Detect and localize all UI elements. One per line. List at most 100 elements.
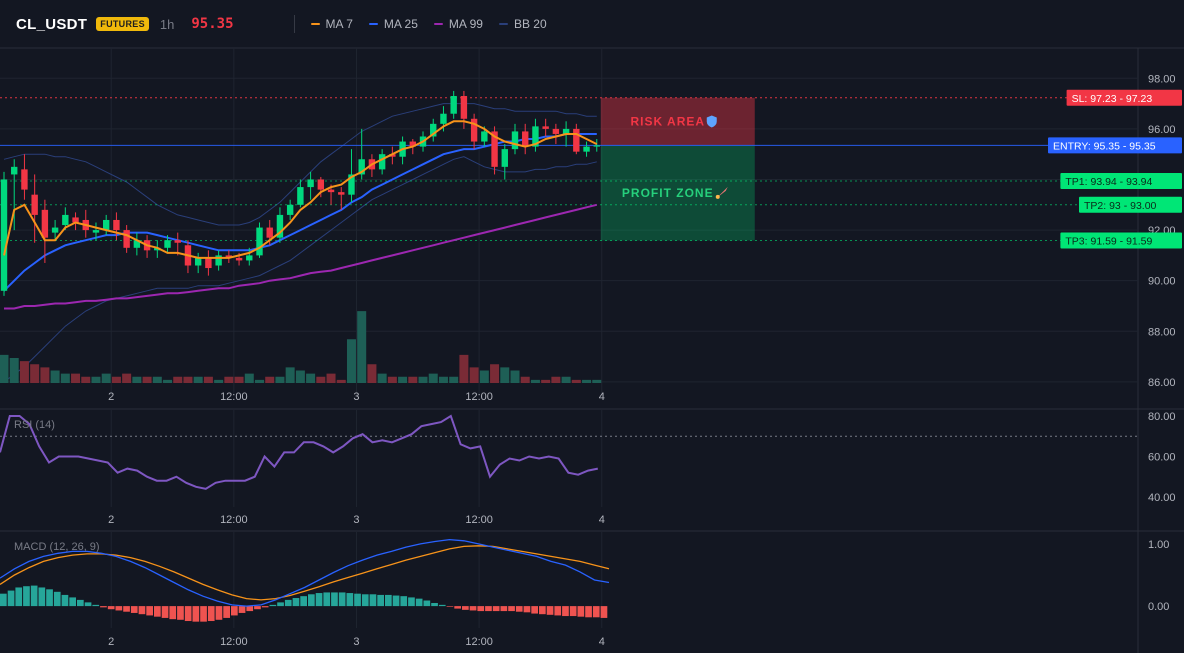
macd-signal-line bbox=[0, 545, 610, 601]
time-axis-tick: 4 bbox=[599, 391, 605, 403]
volume-bar bbox=[336, 379, 346, 383]
ma99-line bbox=[4, 203, 598, 310]
level-tag-entry bbox=[1048, 137, 1182, 154]
volume-bar bbox=[295, 370, 305, 383]
volume-bar bbox=[122, 373, 132, 383]
macd-time-axis-tick: 12:00 bbox=[465, 636, 493, 648]
candle bbox=[21, 154, 28, 200]
rsi-line bbox=[0, 414, 598, 490]
volume-bar bbox=[459, 354, 469, 383]
price-axis-tick: 86.00 bbox=[1148, 377, 1176, 389]
volume-bar bbox=[438, 376, 448, 383]
volume-bar bbox=[193, 376, 203, 383]
volume-bar bbox=[551, 376, 561, 383]
volume-bar bbox=[214, 379, 224, 383]
level-tag-sl bbox=[1066, 89, 1182, 106]
macd-histogram-bar bbox=[38, 587, 46, 607]
macd-axis-tick: 0.00 bbox=[1148, 601, 1169, 613]
candle bbox=[41, 199, 49, 263]
macd-histogram-bar bbox=[69, 597, 76, 607]
candle-body bbox=[133, 240, 141, 248]
volume-bar bbox=[449, 376, 459, 383]
volume-bar bbox=[81, 376, 91, 383]
level-tag-text-tp3: TP3: 91.59 - 91.59 bbox=[1065, 235, 1152, 247]
candle bbox=[174, 232, 181, 256]
candle bbox=[164, 235, 171, 253]
candle bbox=[215, 250, 222, 271]
volume-bar bbox=[398, 376, 408, 383]
candle bbox=[470, 113, 478, 150]
candle-body bbox=[266, 227, 273, 238]
legend-item-bb20[interactable]: BB 20 bbox=[498, 17, 547, 31]
volume-bar bbox=[234, 376, 244, 383]
volume-bar bbox=[490, 364, 500, 383]
candle bbox=[286, 199, 294, 220]
candle-body bbox=[256, 227, 263, 256]
candle-body bbox=[348, 174, 355, 195]
candle-body bbox=[307, 179, 314, 188]
candle bbox=[225, 250, 233, 263]
profit-zone bbox=[600, 145, 755, 241]
volume-bar bbox=[265, 376, 275, 383]
volume-bar bbox=[561, 376, 571, 383]
candle-body bbox=[225, 255, 233, 258]
candle bbox=[256, 222, 263, 258]
macd-histogram-bar bbox=[531, 606, 538, 614]
macd-histogram-bar bbox=[361, 594, 369, 607]
macd-histogram-bar bbox=[308, 594, 315, 607]
macd-histogram-bar bbox=[577, 606, 585, 617]
bb-lower-line bbox=[3, 156, 597, 383]
candle-body bbox=[164, 240, 171, 248]
candle-body bbox=[123, 230, 130, 248]
candle-body bbox=[450, 96, 457, 114]
macd-histogram-bar bbox=[500, 606, 508, 612]
candle bbox=[542, 118, 549, 137]
macd-histogram-bar bbox=[61, 594, 69, 607]
rsi-axis-tick: 80.00 bbox=[1148, 411, 1176, 423]
macd-histogram-bar bbox=[254, 606, 261, 610]
macd-histogram-bar bbox=[100, 606, 107, 608]
legend-item-ma25[interactable]: MA 25 bbox=[368, 17, 418, 31]
level-tag-text-tp1: TP1: 93.94 - 93.94 bbox=[1065, 176, 1152, 188]
macd-histogram-bar bbox=[515, 606, 523, 612]
price-axis-tick: 96.00 bbox=[1148, 124, 1176, 136]
macd-histogram-bar bbox=[508, 606, 515, 612]
legend-item-ma7[interactable]: MA 7 bbox=[310, 17, 353, 31]
risk-zone bbox=[600, 97, 755, 146]
candle-body bbox=[430, 123, 437, 137]
legend-item-ma99[interactable]: MA 99 bbox=[433, 17, 483, 31]
trade-levels: SL: 97.23 - 97.23 ENTRY: 95.35 - 95.35 TP1… bbox=[0, 89, 1182, 249]
volume-bar bbox=[530, 379, 540, 383]
candle-body bbox=[378, 154, 386, 170]
candle bbox=[133, 232, 141, 256]
legend-swatch-ma25 bbox=[368, 23, 378, 25]
chart-header: CL_USDT FUTURES 1h 95.35 MA 7 MA 25 MA 9… bbox=[0, 0, 1184, 48]
legend-swatch-ma99 bbox=[433, 23, 443, 25]
candle bbox=[573, 123, 580, 155]
volume-bar bbox=[30, 364, 40, 383]
candle-body bbox=[11, 166, 18, 175]
macd-histogram-bar bbox=[238, 606, 246, 613]
volume-bar bbox=[346, 339, 356, 383]
candle bbox=[522, 123, 529, 155]
candle-body bbox=[522, 131, 529, 147]
timeframe-selector[interactable]: 1h bbox=[159, 16, 175, 32]
symbol-name[interactable]: CL_USDT bbox=[16, 15, 88, 33]
macd-histogram-bar bbox=[385, 594, 392, 607]
candle-body bbox=[317, 179, 325, 190]
candle-body bbox=[460, 96, 468, 119]
candle bbox=[593, 139, 600, 152]
volume-bar bbox=[469, 367, 479, 383]
volume-bar bbox=[255, 379, 264, 383]
volume-bar bbox=[326, 373, 336, 383]
level-tag-text-entry: ENTRY: 95.35 - 95.35 bbox=[1053, 140, 1156, 152]
candle bbox=[154, 240, 161, 258]
volume-bar bbox=[479, 370, 489, 383]
macd-histogram-bar bbox=[446, 606, 454, 607]
time-axis-tick: 3 bbox=[353, 391, 359, 403]
ma25-line bbox=[3, 133, 597, 292]
candle-body bbox=[286, 204, 294, 215]
macd-histogram-bar bbox=[123, 606, 130, 612]
volume-bar bbox=[582, 379, 592, 383]
